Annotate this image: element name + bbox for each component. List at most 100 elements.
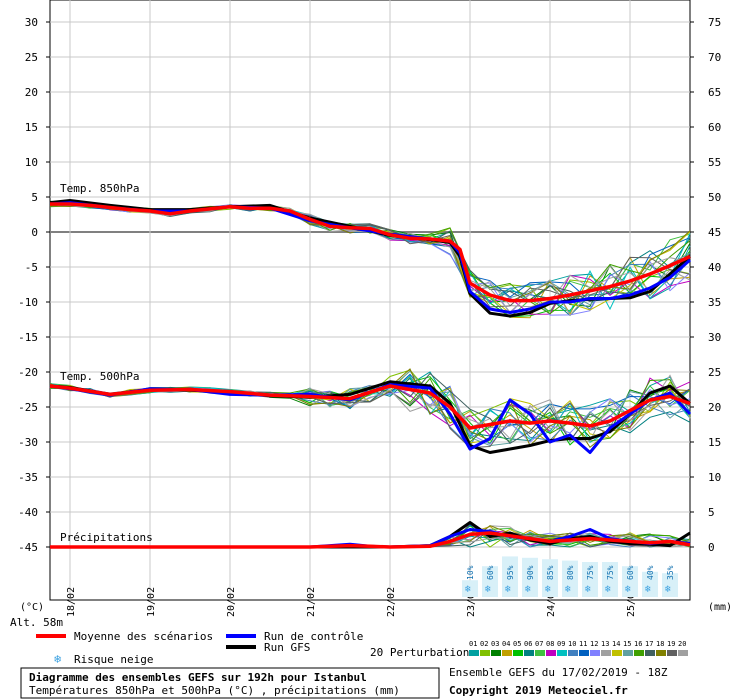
snow-risk-bar	[482, 566, 498, 597]
label-t850: Temp. 850hPa	[60, 182, 139, 195]
left-tick-label: -15	[18, 331, 38, 344]
chart-title: Diagramme des ensembles GEFS sur 192h po…	[29, 671, 367, 684]
snow-risk-bars: 10% ❄ 60% ❄ 95% ❄ 90% ❄ 85% ❄ 80% ❄ 75% ❄ 75% ❄ 60% ❄ 40% ❄…	[462, 556, 678, 597]
left-tick-label: 0	[31, 226, 38, 239]
perturbation-swatch	[601, 650, 611, 656]
perturbation-swatch	[612, 650, 622, 656]
snowflake-icon: ❄	[465, 584, 472, 595]
perturbation-swatch	[645, 650, 655, 656]
perturbation-number: 14	[612, 640, 620, 648]
right-tick-label: 40	[708, 261, 721, 274]
snow-risk-label: 75%	[586, 565, 595, 580]
left-tick-label: -5	[25, 261, 38, 274]
snow-risk-label: 90%	[526, 565, 535, 580]
snow-risk-label: 60%	[486, 565, 495, 580]
run-info: Ensemble GEFS du 17/02/2019 - 18Z	[449, 666, 668, 679]
perturbation-number: 01	[469, 640, 477, 648]
perturbation-number: 12	[590, 640, 598, 648]
perturbation-number: 11	[579, 640, 587, 648]
perturbation-swatch	[513, 650, 523, 656]
main-series	[49, 199, 692, 549]
date-label: 19/02	[146, 587, 157, 617]
right-tick-label: 50	[708, 191, 721, 204]
perturbation-swatch	[535, 650, 545, 656]
snow-risk-label: 60%	[626, 565, 635, 580]
perturbation-number: 03	[491, 640, 499, 648]
snow-risk-bar	[642, 571, 658, 597]
date-label: 18/02	[66, 587, 77, 617]
perturbation-swatch	[579, 650, 589, 656]
t850-mean-line	[50, 202, 691, 303]
snowflake-icon: ❄	[605, 584, 612, 595]
snow-risk-bar	[562, 560, 578, 597]
snowflake-icon: ❄	[645, 584, 652, 595]
date-axis: 18/02 19/02 20/02 21/02 22/02 23/02 24/02 25/02	[66, 587, 637, 617]
perturbation-legend: 01 02 03 04 05 06 07 08 09 10 11 12 13 14 15 16 17 18 19 20	[469, 640, 688, 656]
right-tick-label: 35	[708, 296, 721, 309]
left-tick-label: -10	[18, 296, 38, 309]
legend-snow-label: Risque neige	[74, 653, 153, 666]
label-t500: Temp. 500hPa	[60, 370, 139, 383]
date-label: 23/02	[466, 587, 477, 617]
perturbation-number: 15	[623, 640, 631, 648]
right-tick-label: 30	[708, 331, 721, 344]
right-tick-label: 60	[708, 121, 721, 134]
perturbation-number: 05	[513, 640, 521, 648]
snow-risk-bar	[622, 566, 638, 597]
perturbation-number: 09	[557, 640, 565, 648]
snowflake-icon: ❄	[585, 584, 592, 595]
date-label: 20/02	[226, 587, 237, 617]
snowflake-icon: ❄	[545, 584, 552, 595]
left-tick-label: -45	[18, 541, 38, 554]
perturbation-number: 06	[524, 640, 532, 648]
right-tick-label: 5	[708, 506, 715, 519]
snow-risk-bar	[602, 562, 618, 597]
right-tick-label: 25	[708, 366, 721, 379]
perturbation-swatch	[502, 650, 512, 656]
snowflake-icon: ❄	[485, 584, 492, 595]
perturbation-number: 19	[667, 640, 675, 648]
right-tick-label: 70	[708, 51, 721, 64]
date-label: 25/02	[626, 587, 637, 617]
right-tick-label: 75	[708, 16, 721, 29]
perturbation-number: 02	[480, 640, 488, 648]
left-tick-label: -20	[18, 366, 38, 379]
snow-risk-label: 80%	[566, 565, 575, 580]
left-axis: 30 25 20 15 10 5 0 -5 -10 -15 -20 -25 -30 -35 -40 -45	[18, 16, 50, 554]
legend-perturbations-label: 20 Perturbations	[370, 646, 476, 659]
snow-risk-label: 85%	[546, 565, 555, 580]
grid	[49, 0, 691, 601]
left-tick-label: -35	[18, 471, 38, 484]
snowflake-icon: ❄	[565, 584, 572, 595]
legend-mean-label: Moyenne des scénarios	[74, 630, 213, 643]
left-tick-label: 10	[25, 156, 38, 169]
perturbation-swatch	[667, 650, 677, 656]
date-label: 21/02	[306, 587, 317, 617]
snow-risk-bar	[662, 573, 678, 597]
perturbation-number: 10	[568, 640, 576, 648]
legend-control-label: Run de contrôle	[264, 630, 363, 643]
legend-gfs-label: Run GFS	[264, 641, 310, 654]
chart-subtitle: Températures 850hPa et 500hPa (°C) , pré…	[29, 684, 400, 697]
snow-risk-label: 95%	[506, 565, 515, 580]
left-tick-label: 20	[25, 86, 38, 99]
perturbation-number: 07	[535, 640, 543, 648]
left-tick-label: 15	[25, 121, 38, 134]
perturbation-swatch	[491, 650, 501, 656]
snowflake-icon: ❄	[505, 584, 512, 595]
snowflake-icon: ❄	[665, 584, 672, 595]
right-tick-label: 45	[708, 226, 721, 239]
right-tick-label: 20	[708, 401, 721, 414]
snow-risk-bar	[502, 556, 518, 597]
left-tick-label: -40	[18, 506, 38, 519]
right-tick-label: 10	[708, 471, 721, 484]
legend: Moyenne des scénarios Run de contrôle Ru…	[36, 630, 688, 666]
plot-frame	[49, 0, 691, 601]
copyright: Copyright 2019 Meteociel.fr	[449, 684, 628, 697]
snow-risk-bar	[522, 557, 538, 597]
right-tick-label: 0	[708, 541, 715, 554]
title-box	[20, 667, 440, 699]
left-unit: (°C)	[20, 602, 44, 613]
